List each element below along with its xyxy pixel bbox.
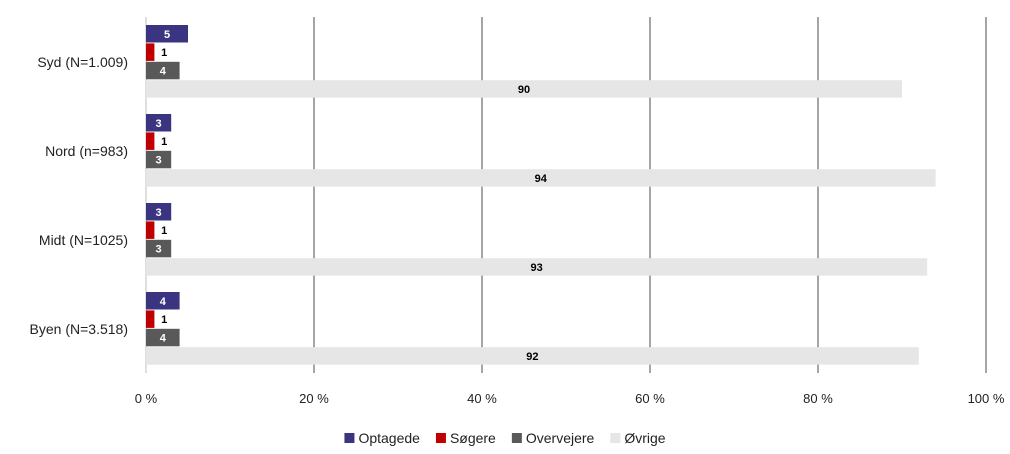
- bar: [146, 25, 188, 43]
- data-label: 1: [161, 314, 167, 326]
- bar: [146, 258, 928, 276]
- data-label: 4: [160, 333, 167, 345]
- legend: Optagede Søgere Overvejere Øvrige: [344, 430, 666, 446]
- bar: [146, 61, 180, 80]
- legend-swatch: [435, 433, 446, 443]
- bar: [146, 114, 172, 132]
- x-tick-label: 20 %: [299, 391, 329, 406]
- legend-label: Øvrige: [624, 430, 665, 446]
- legend-item: Søgere: [435, 430, 496, 446]
- bar: [146, 132, 155, 150]
- legend-label: Overvejere: [526, 430, 595, 446]
- x-tick-label: 100 %: [968, 391, 1005, 406]
- bar: [146, 221, 155, 239]
- data-label: 3: [156, 207, 162, 219]
- legend-swatch: [511, 433, 522, 443]
- data-label: 3: [156, 155, 162, 167]
- category-label: Nord (n=983): [45, 143, 128, 159]
- bar: [146, 239, 172, 258]
- bar: [146, 169, 936, 187]
- bar: [146, 203, 172, 221]
- legend-item: Overvejere: [511, 430, 595, 446]
- data-label: 4: [160, 66, 167, 78]
- bar: [146, 80, 902, 98]
- category-label: Syd (N=1.009): [37, 54, 128, 70]
- bar: [146, 347, 919, 365]
- data-label: 92: [526, 351, 538, 363]
- legend-label: Optagede: [358, 430, 420, 446]
- data-label: 1: [161, 47, 167, 59]
- x-tick-label: 60 %: [635, 391, 665, 406]
- x-tick-label: 80 %: [803, 391, 833, 406]
- legend-swatch: [610, 433, 621, 443]
- category-label: Byen (N=3.518): [30, 321, 128, 337]
- bar: [146, 328, 180, 347]
- legend-item: Optagede: [344, 430, 420, 446]
- bars: 5 1 4 90 3 1 3 94 3 1 3 93 4 1 4 92: [146, 25, 936, 365]
- data-label: 4: [160, 296, 167, 308]
- gridlines: [145, 17, 987, 373]
- data-label: 1: [161, 225, 167, 237]
- x-tick-label: 0 %: [135, 391, 158, 406]
- legend-item: Øvrige: [610, 430, 666, 446]
- category-label: Midt (N=1025): [39, 232, 128, 248]
- category-labels: Syd (N=1.009) Nord (n=983) Midt (N=1025) By…: [30, 54, 128, 337]
- data-label: 5: [164, 29, 170, 41]
- x-axis-tick-labels: 0 % 20 % 40 % 60 % 80 % 100 %: [135, 391, 1005, 406]
- data-label: 94: [535, 173, 548, 185]
- bar: [146, 150, 172, 169]
- bar: [146, 43, 155, 61]
- data-label: 3: [156, 244, 162, 256]
- legend-label: Søgere: [450, 430, 496, 446]
- data-label: 3: [156, 118, 162, 130]
- x-tick-label: 40 %: [467, 391, 497, 406]
- data-label: 1: [161, 136, 167, 148]
- bar: [146, 292, 180, 310]
- data-label: 93: [530, 262, 542, 274]
- data-label: 90: [518, 84, 530, 96]
- bar: [146, 310, 155, 328]
- legend-swatch: [344, 433, 355, 443]
